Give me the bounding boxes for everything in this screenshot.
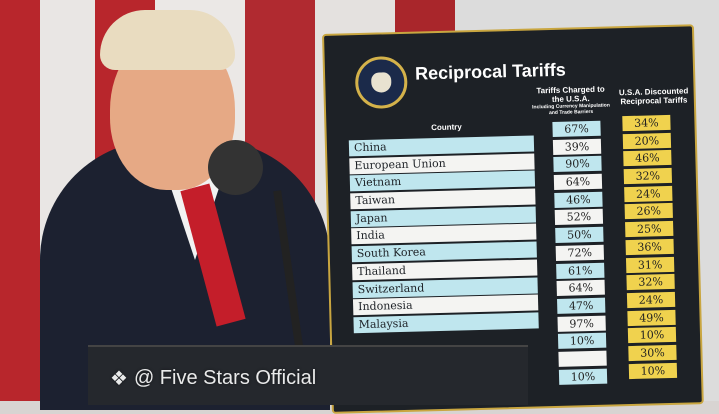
charged-value: 39% [552, 138, 602, 155]
country-header: Country [431, 122, 462, 133]
charged-value [558, 350, 607, 367]
discounted-value: 49% [627, 309, 676, 326]
charged-column: 67% 39% 90% 64% 46% 52% 50% 72% 61% 64% 47% 97% 10% 1… [552, 120, 608, 387]
watermark: ❖ @ Five Stars Official [110, 367, 317, 390]
discounted-value: 24% [626, 291, 676, 308]
charged-value: 90% [553, 156, 602, 173]
charged-value: 10% [557, 332, 607, 350]
discounted-value: 24% [624, 185, 673, 202]
speaker-hair [100, 10, 235, 70]
charged-value: 52% [554, 209, 604, 226]
charged-value: 97% [557, 315, 606, 332]
discounted-value: 31% [625, 256, 675, 273]
discounted-value: 34% [622, 114, 671, 132]
charged-value: 47% [557, 297, 606, 314]
diamond-logo-icon: ❖ [110, 368, 128, 390]
microphone [208, 140, 263, 195]
discounted-value: 20% [622, 132, 672, 149]
charged-value: 10% [558, 368, 608, 385]
charged-value: 67% [552, 120, 601, 137]
charged-value: 46% [554, 191, 603, 208]
podium [88, 345, 528, 405]
charged-header: Tariffs Charged to the U.S.A. Including C… [532, 84, 610, 117]
country-row: Malaysia [353, 312, 539, 334]
discounted-value: 32% [623, 167, 673, 185]
flag-stripe [0, 0, 40, 401]
discounted-value: 25% [625, 221, 674, 238]
discounted-value: 30% [628, 344, 677, 362]
charged-value: 64% [556, 279, 605, 297]
discounted-header: U.S.A. Discounted Reciprocal Tariffs [618, 86, 689, 107]
charged-value: 64% [553, 173, 603, 191]
discounted-value: 26% [624, 203, 673, 220]
discounted-value: 46% [623, 150, 672, 167]
charged-value: 72% [555, 244, 604, 261]
discounted-value: 32% [626, 274, 675, 291]
discounted-column: 34% 20% 46% 32% 24% 26% 25% 36% 31% 32% 24% 49% 10% 3… [622, 114, 678, 381]
country-list: China European Union Vietnam Taiwan Japan Ind… [348, 135, 539, 334]
board-title: Reciprocal Tariffs [414, 59, 566, 84]
presidential-seal-icon [354, 55, 408, 110]
charged-value: 50% [555, 226, 604, 244]
discounted-value: 36% [625, 238, 674, 255]
discounted-value: 10% [627, 327, 677, 344]
charged-value: 61% [556, 262, 605, 279]
discounted-value: 10% [628, 362, 678, 379]
